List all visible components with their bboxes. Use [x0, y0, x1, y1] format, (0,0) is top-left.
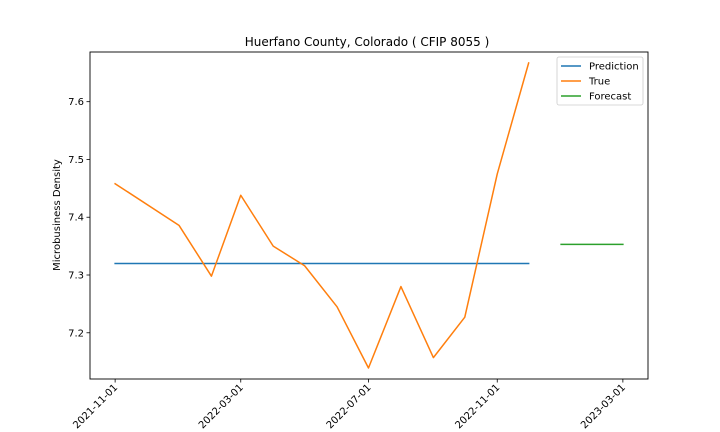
x-tick-label: 2023-03-01	[579, 382, 628, 431]
chart-title: Huerfano County, Colorado ( CFIP 8055 )	[245, 35, 490, 49]
series-line-true	[114, 62, 530, 369]
x-tick-label: 2022-03-01	[197, 382, 246, 431]
plot-area	[90, 52, 648, 379]
y-tick-label: 7.4	[68, 213, 84, 224]
series-lines	[114, 62, 624, 369]
y-axis-label: Microbusiness Density	[52, 159, 63, 271]
plot-frame	[89, 51, 649, 380]
y-tick-label: 7.6	[68, 97, 84, 108]
legend: Prediction True Forecast	[556, 56, 644, 106]
x-tick-label: 2021-11-01	[71, 382, 120, 431]
y-tick-label: 7.5	[68, 155, 84, 166]
x-tick-label: 2022-07-01	[325, 382, 374, 431]
legend-label-forecast: Forecast	[589, 92, 631, 103]
y-tick-label: 7.3	[68, 271, 84, 282]
legend-label-true: True	[588, 77, 610, 88]
x-tick-label: 2022-11-01	[453, 382, 502, 431]
legend-label-prediction: Prediction	[589, 62, 639, 73]
y-tick-label: 7.2	[68, 328, 84, 339]
legend-frame	[556, 56, 644, 106]
